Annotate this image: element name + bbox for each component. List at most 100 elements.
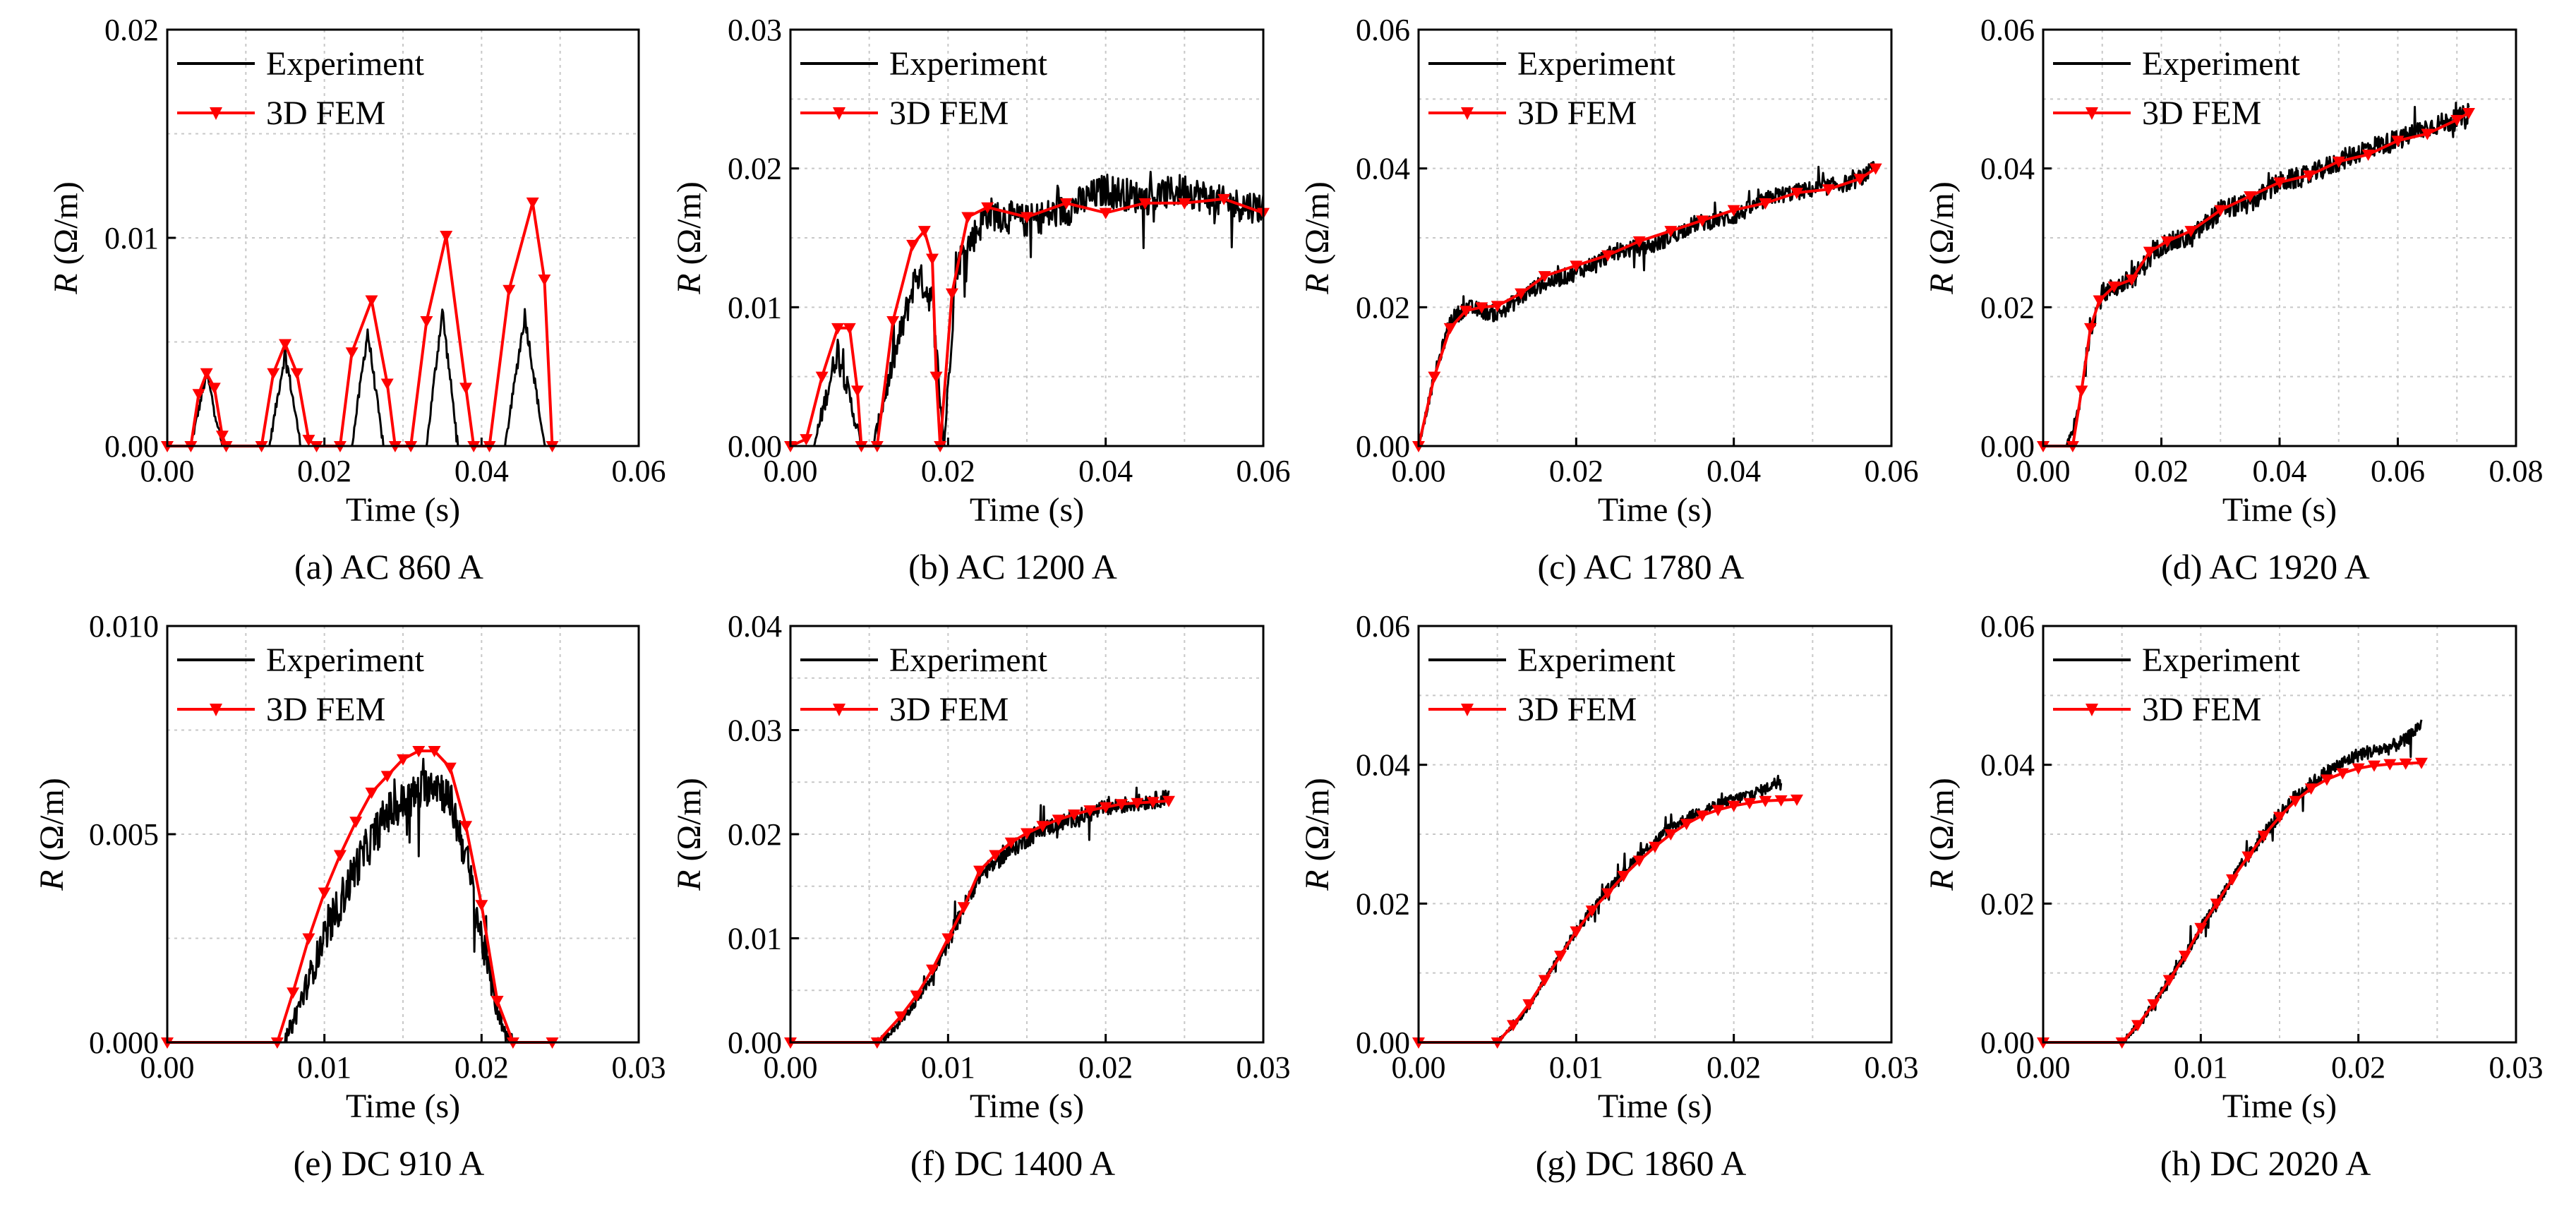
y-tick-label: 0.010: [89, 609, 159, 644]
x-tick-label: 0.02: [921, 454, 975, 488]
fem-marker: [267, 368, 280, 380]
fem-marker: [279, 339, 291, 351]
plot-frame: [2042, 625, 2517, 1044]
y-tick-label: 0.06: [1356, 13, 1410, 47]
fem-marker: [1617, 871, 1630, 882]
fem-marker: [2160, 236, 2174, 248]
grid-lines: [2043, 626, 2516, 1042]
fem-series-line: [1419, 797, 1798, 1044]
x-tick-label: 0.04: [455, 454, 509, 488]
x-tick-label: 0.01: [2174, 1050, 2228, 1085]
fem-marker: [290, 368, 303, 380]
x-tick-label: 0.01: [1549, 1050, 1603, 1085]
fem-marker: [490, 996, 504, 1007]
fem-marker: [1649, 841, 1661, 853]
panel-5: 0.00 0.01 0.02 0.03 0.000 0.005 0.010 Time (s) R…: [33, 609, 666, 1183]
y-tick-label: 0.00: [104, 429, 159, 464]
fem-marker: [2361, 150, 2375, 161]
fem-marker: [345, 347, 359, 359]
x-tick-label: 0.01: [921, 1050, 975, 1085]
fem-marker: [1162, 795, 1175, 807]
experiment-series-line: [790, 786, 1170, 1044]
fem-marker: [2143, 246, 2156, 258]
fem-marker: [459, 383, 473, 395]
fem-marker: [910, 990, 923, 1002]
x-tick-label: 0.00: [2016, 1050, 2071, 1085]
fem-series-line: [167, 200, 554, 447]
fem-marker: [926, 253, 939, 265]
fem-marker: [302, 435, 315, 447]
x-axis-title: Time (s): [970, 1088, 1084, 1125]
fem-marker: [1711, 805, 1725, 817]
y-tick-label: 0.005: [89, 817, 159, 852]
fem-marker: [1491, 301, 1504, 313]
y-axis-title: R (Ω/m): [33, 778, 71, 891]
fem-marker: [1459, 306, 1472, 318]
fem-marker: [2226, 874, 2239, 886]
x-axis-title: Time (s): [346, 1088, 460, 1125]
fem-marker: [1036, 821, 1049, 833]
y-tick-label: 0.04: [1980, 748, 2035, 783]
x-tick-label: 0.02: [455, 1050, 509, 1085]
fem-marker: [1522, 999, 1536, 1011]
panel-2: 0.00 0.02 0.04 0.06 0.00 0.01 0.02 0.03 Time (s)…: [670, 13, 1291, 586]
fem-marker: [800, 434, 813, 446]
fem-marker: [1664, 226, 1678, 238]
x-axis-title: Time (s): [346, 491, 460, 529]
fem-marker: [302, 933, 315, 945]
fem-marker: [1538, 271, 1551, 283]
panel-3: 0.00 0.02 0.04 0.06 0.00 0.02 0.04 0.06 Time (s)…: [1299, 13, 1919, 586]
x-tick-label: 0.00: [1392, 1050, 1446, 1085]
x-tick-label: 0.03: [612, 1050, 666, 1085]
panel-caption: (b) AC 1200 A: [908, 547, 1117, 586]
legend-experiment-label: Experiment: [266, 45, 425, 83]
legend-fem-label: 3D FEM: [1517, 95, 1637, 132]
legend: Experiment 3D FEM: [2053, 642, 2301, 728]
x-axis-title: Time (s): [1598, 1088, 1712, 1125]
y-axis-title: R (Ω/m): [670, 778, 708, 891]
fem-marker: [2391, 136, 2405, 148]
x-tick-label: 0.02: [1549, 454, 1603, 488]
fem-marker: [397, 754, 409, 766]
x-tick-label: 0.02: [297, 454, 351, 488]
fem-marker: [1790, 188, 1803, 200]
plot-frame: [1417, 625, 1893, 1044]
x-tick-label: 0.00: [140, 1050, 195, 1085]
fem-marker: [1217, 193, 1231, 205]
fem-marker: [459, 821, 473, 833]
y-tick-label: 0.04: [1980, 152, 2035, 186]
y-tick-label: 0.00: [1356, 1025, 1410, 1060]
fem-marker: [1727, 800, 1740, 812]
fem-marker: [1059, 198, 1073, 210]
fem-marker: [2241, 851, 2255, 863]
fem-marker: [2304, 783, 2318, 795]
fem-marker: [526, 197, 539, 209]
fem-marker: [440, 231, 453, 243]
fem-marker: [2421, 128, 2434, 140]
fem-marker: [1727, 205, 1740, 217]
fem-marker: [1021, 828, 1033, 840]
fem-marker: [2336, 768, 2349, 780]
fem-marker: [894, 1011, 908, 1023]
fem-marker: [1853, 174, 1867, 186]
fem-marker: [1554, 951, 1567, 963]
plot-frame: [789, 28, 1265, 447]
fem-marker: [1475, 302, 1488, 314]
legend-fem-label: 3D FEM: [889, 691, 1009, 728]
fem-marker: [2125, 275, 2138, 286]
panel-6: 0.00 0.01 0.02 0.03 0.00 0.01 0.02 0.03 0.04 Time…: [670, 609, 1291, 1183]
legend-fem-label: 3D FEM: [266, 95, 385, 132]
fem-marker: [2383, 759, 2397, 771]
fem-series-line: [167, 750, 553, 1044]
legend-fem-label: 3D FEM: [2142, 95, 2261, 132]
fem-marker: [1570, 260, 1583, 272]
fem-marker: [2332, 156, 2345, 168]
legend: Experiment 3D FEM: [800, 45, 1048, 132]
fem-marker: [2257, 830, 2270, 842]
fem-marker: [1115, 799, 1128, 811]
y-axis-title: R (Ω/m): [47, 181, 85, 295]
fem-marker: [1601, 250, 1614, 262]
fem-marker: [1759, 198, 1772, 210]
fem-marker: [929, 371, 943, 383]
y-tick-label: 0.03: [728, 714, 782, 748]
